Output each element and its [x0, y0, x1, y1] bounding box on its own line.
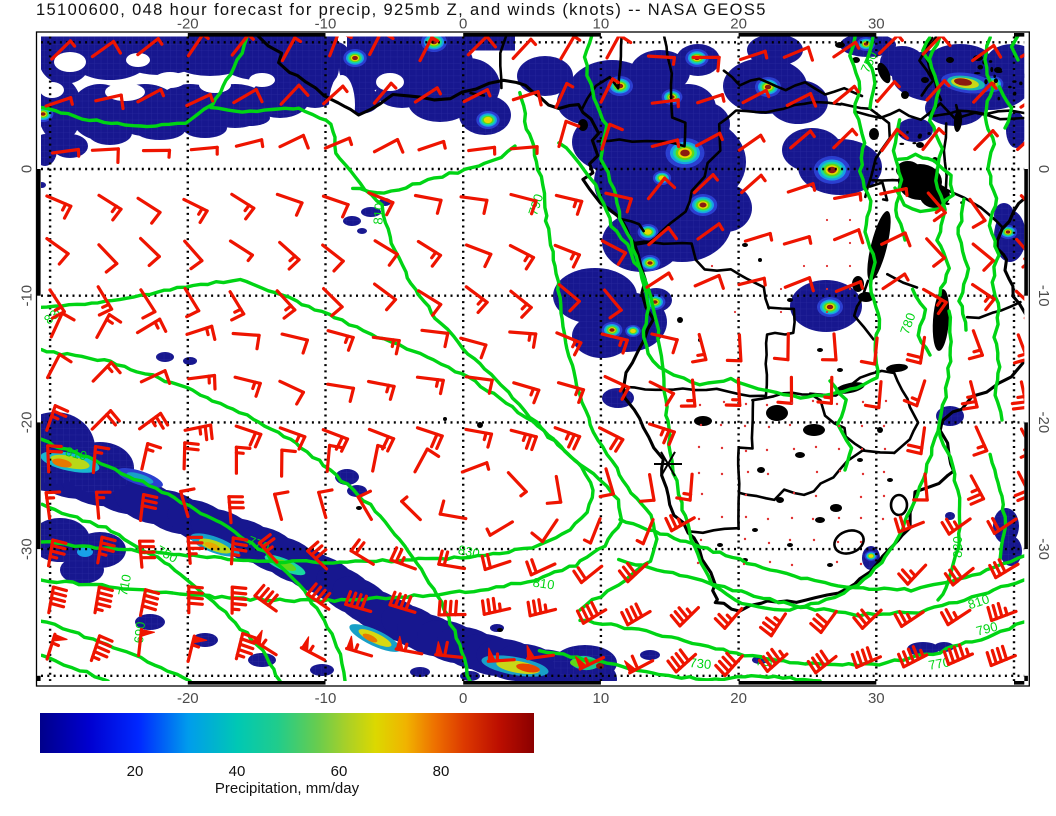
- svg-text:-10: -10: [315, 16, 337, 33]
- svg-text:10: 10: [593, 16, 610, 33]
- svg-text:0: 0: [1035, 165, 1052, 173]
- svg-text:830: 830: [457, 542, 481, 561]
- svg-text:0: 0: [19, 165, 36, 173]
- svg-text:780: 780: [897, 311, 919, 337]
- svg-text:-30: -30: [19, 538, 36, 560]
- svg-text:690: 690: [131, 621, 148, 644]
- svg-text:0: 0: [459, 690, 467, 707]
- svg-text:15100600, 048 hour forecast fo: 15100600, 048 hour forecast for precip, …: [36, 1, 767, 19]
- svg-text:-30: -30: [1035, 538, 1052, 560]
- svg-text:-10: -10: [315, 690, 337, 707]
- svg-text:810: 810: [532, 575, 556, 593]
- svg-text:30: 30: [868, 690, 885, 707]
- svg-text:790: 790: [974, 619, 999, 639]
- svg-text:-20: -20: [177, 16, 199, 33]
- svg-text:-20: -20: [19, 412, 36, 434]
- svg-text:810: 810: [370, 202, 386, 225]
- svg-text:-20: -20: [177, 690, 199, 707]
- svg-text:60: 60: [331, 763, 348, 780]
- svg-text:20: 20: [730, 16, 747, 33]
- svg-text:-20: -20: [1035, 412, 1052, 434]
- svg-text:80: 80: [433, 763, 450, 780]
- svg-text:Precipitation, mm/day: Precipitation, mm/day: [215, 780, 360, 797]
- svg-text:-10: -10: [19, 285, 36, 307]
- svg-text:810: 810: [64, 444, 89, 464]
- svg-text:40: 40: [229, 763, 246, 780]
- svg-text:-10: -10: [1035, 285, 1052, 307]
- svg-text:830: 830: [950, 536, 965, 558]
- svg-text:0: 0: [459, 16, 467, 33]
- svg-text:710: 710: [115, 573, 134, 597]
- svg-text:730: 730: [689, 655, 712, 672]
- svg-text:20: 20: [730, 690, 747, 707]
- svg-text:10: 10: [593, 690, 610, 707]
- svg-text:30: 30: [868, 16, 885, 33]
- svg-text:810: 810: [966, 591, 991, 612]
- svg-text:20: 20: [127, 763, 144, 780]
